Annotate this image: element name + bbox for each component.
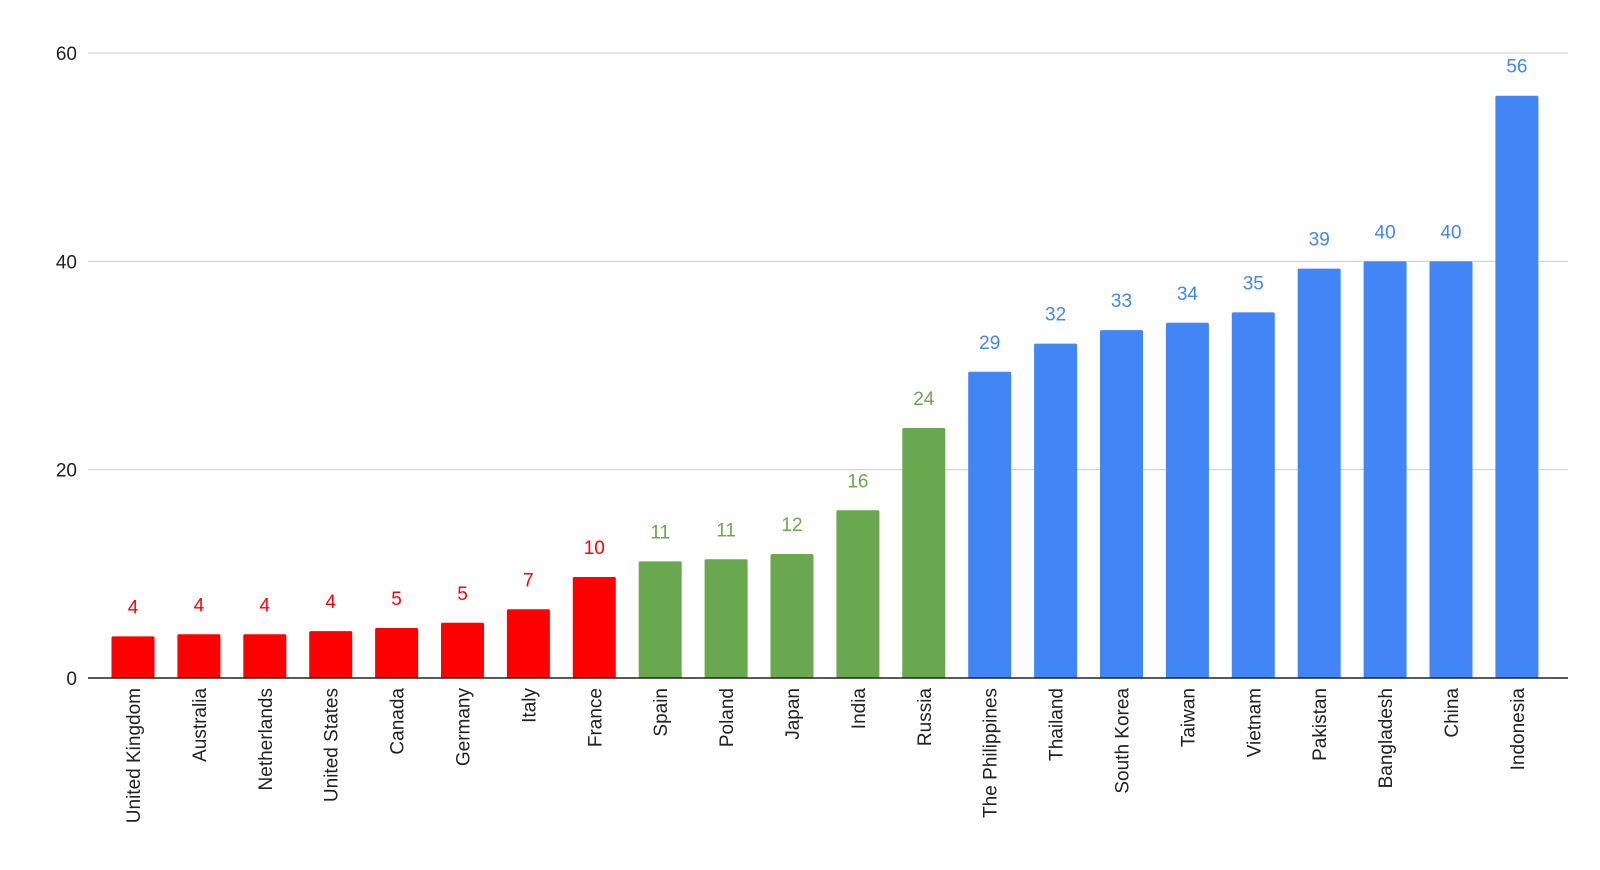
data-label: 32 [1045, 305, 1066, 326]
bar [309, 631, 353, 678]
category-label: Poland [717, 688, 738, 747]
y-tick-label: 40 [56, 252, 77, 273]
data-label: 34 [1177, 284, 1199, 305]
category-label: Germany [454, 688, 475, 767]
bar [836, 510, 880, 678]
category-label: The Philippines [981, 688, 1002, 818]
bars [111, 95, 1539, 679]
bar [243, 634, 287, 678]
data-label: 33 [1111, 291, 1132, 312]
bar [441, 622, 484, 678]
data-label: 24 [913, 389, 935, 410]
bar [1429, 261, 1473, 678]
data-label: 12 [781, 515, 802, 536]
bar [968, 371, 1012, 678]
bar [111, 636, 155, 678]
x-axis-categories: United Kingdom Australia Netherlands United… [124, 688, 1529, 824]
bar [1100, 330, 1143, 678]
category-label: United Kingdom [124, 688, 145, 823]
data-label: 7 [523, 570, 534, 591]
gridlines [88, 52, 1568, 471]
y-axis-ticks: 0 20 40 60 [56, 44, 77, 690]
data-label: 40 [1375, 222, 1396, 243]
data-label: 4 [325, 592, 336, 613]
bar [375, 628, 419, 678]
bar [1034, 343, 1078, 678]
y-tick-label: 60 [56, 44, 77, 65]
data-label: 40 [1440, 222, 1461, 243]
bar [1297, 268, 1341, 678]
category-label: Italy [519, 688, 540, 723]
data-label: 4 [194, 595, 205, 616]
data-label: 10 [584, 538, 605, 559]
category-label: India [849, 688, 870, 730]
category-label: France [585, 688, 606, 747]
y-tick-label: 20 [56, 461, 77, 482]
bar [1165, 322, 1209, 678]
data-label: 5 [391, 589, 402, 610]
bar [506, 609, 550, 678]
data-label: 29 [979, 333, 1000, 354]
data-label: 16 [847, 471, 868, 492]
category-label: South Korea [1113, 688, 1134, 794]
data-label: 5 [457, 584, 468, 605]
category-label: Spain [651, 688, 672, 737]
category-label: Thailand [1047, 688, 1068, 761]
bar [177, 634, 221, 678]
bar [770, 554, 814, 678]
category-label: Australia [190, 688, 211, 762]
category-label: Indonesia [1508, 688, 1529, 771]
bar [1495, 95, 1539, 679]
category-label: Netherlands [256, 688, 277, 790]
y-tick-label: 0 [66, 669, 77, 690]
category-label: Russia [915, 688, 936, 747]
category-label: Bangladesh [1376, 688, 1397, 788]
category-label: Vietnam [1244, 688, 1265, 757]
data-label: 56 [1506, 57, 1527, 78]
bar [1231, 312, 1275, 678]
data-label: 11 [650, 522, 670, 543]
data-label: 11 [716, 520, 736, 541]
bar [638, 561, 682, 678]
category-label: Taiwan [1178, 688, 1199, 747]
data-label: 4 [128, 597, 139, 618]
bar [902, 428, 946, 678]
data-label: 35 [1243, 273, 1264, 294]
category-label: Japan [783, 688, 804, 740]
bar [572, 576, 616, 678]
category-label: China [1442, 688, 1463, 738]
data-labels: 4 4 4 4 5 5 7 10 11 11 12 16 24 29 32 33 34 35 39 40 40 56 [128, 57, 1528, 619]
data-label: 39 [1309, 230, 1330, 251]
bar [704, 559, 748, 678]
data-label: 4 [260, 595, 271, 616]
category-label: United States [322, 688, 343, 802]
category-label: Canada [388, 688, 409, 755]
bar [1363, 261, 1407, 678]
category-label: Pakistan [1310, 688, 1331, 761]
